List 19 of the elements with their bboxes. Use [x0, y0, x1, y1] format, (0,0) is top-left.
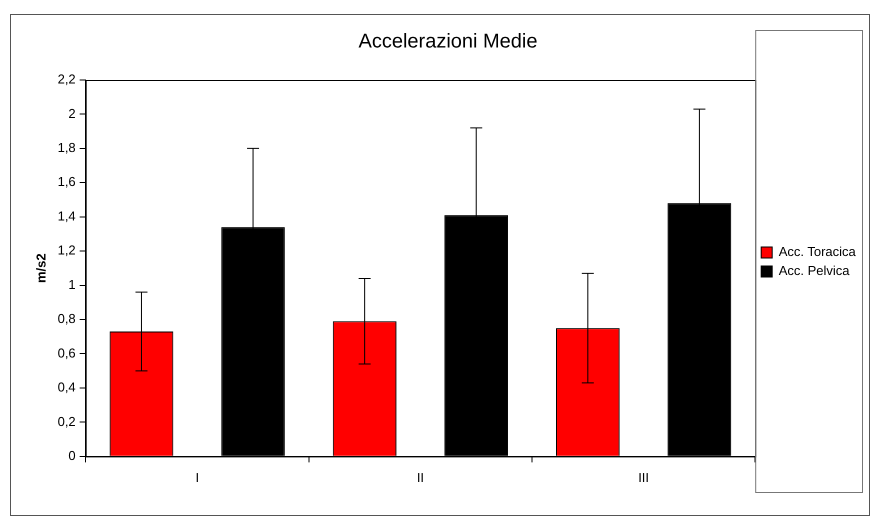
legend-label: Acc. Toracica: [778, 244, 857, 260]
y-tick-label: 0,4: [58, 380, 76, 395]
y-tick-label: 1,2: [58, 242, 76, 258]
y-tick-label: 1,4: [58, 208, 76, 224]
y-tick-label: 1,6: [58, 174, 76, 190]
y-axis-title: m/s2: [33, 253, 48, 284]
x-tick-label: III: [638, 470, 650, 485]
x-tick-label: I: [195, 470, 200, 485]
y-tick-label: 0: [68, 448, 76, 463]
y-tick-label: 0,8: [58, 311, 76, 326]
y-tick-label: 1: [68, 276, 76, 292]
y-tick-label: 0,2: [58, 414, 76, 429]
legend-label: Acc. Pelvica: [778, 263, 850, 278]
x-tick-label: II: [416, 470, 424, 485]
chart-title: Accelerazioni Medie: [358, 30, 538, 53]
y-tick-label: 1,8: [58, 140, 76, 156]
y-tick-label: 0,6: [58, 345, 76, 360]
y-tick-label: 2: [68, 106, 76, 121]
y-tick-label: 2,2: [58, 72, 76, 87]
